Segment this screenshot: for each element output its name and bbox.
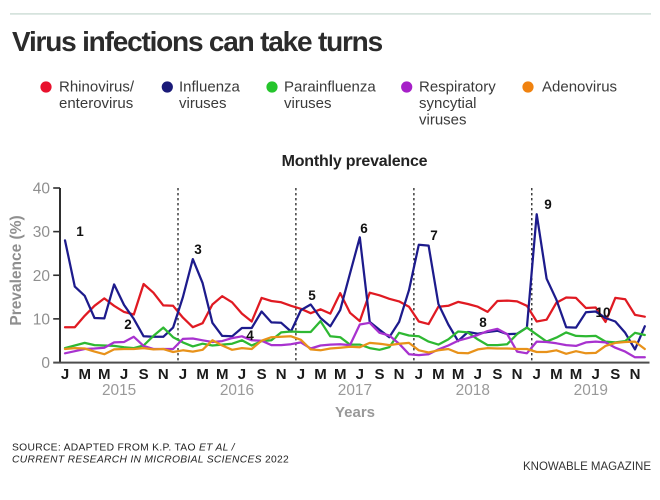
svg-text:M: M — [314, 366, 327, 383]
svg-text:S: S — [492, 366, 502, 383]
svg-text:J: J — [474, 366, 482, 383]
svg-text:2016: 2016 — [220, 382, 254, 399]
svg-text:J: J — [120, 366, 128, 383]
svg-text:SOURCE: ADAPTED FROM K.P. TAO: SOURCE: ADAPTED FROM K.P. TAO ET AL / — [12, 443, 236, 454]
svg-text:Rhinovirus/: Rhinovirus/ — [59, 79, 135, 96]
svg-text:M: M — [452, 366, 465, 383]
svg-text:M: M — [98, 366, 111, 383]
svg-text:4: 4 — [246, 328, 254, 343]
svg-text:Parainfluenza: Parainfluenza — [284, 79, 376, 96]
svg-text:30: 30 — [33, 224, 51, 241]
svg-text:S: S — [257, 366, 267, 383]
svg-text:KNOWABLE MAGAZINE: KNOWABLE MAGAZINE — [523, 461, 651, 473]
svg-text:20: 20 — [33, 268, 51, 285]
svg-text:viruses: viruses — [179, 95, 227, 112]
svg-text:N: N — [512, 366, 523, 383]
svg-text:2017: 2017 — [338, 382, 372, 399]
svg-text:J: J — [297, 366, 305, 383]
svg-text:viruses: viruses — [284, 95, 332, 112]
svg-text:J: J — [533, 366, 541, 383]
svg-text:7: 7 — [430, 228, 438, 243]
svg-text:2015: 2015 — [102, 382, 136, 399]
svg-text:M: M — [78, 366, 91, 383]
svg-text:Prevalence (%): Prevalence (%) — [8, 215, 25, 325]
svg-text:6: 6 — [360, 221, 368, 236]
svg-text:syncytial: syncytial — [419, 95, 477, 112]
svg-text:10: 10 — [595, 305, 610, 320]
svg-text:J: J — [356, 366, 364, 383]
svg-text:5: 5 — [308, 288, 316, 303]
svg-text:J: J — [238, 366, 246, 383]
svg-text:J: J — [179, 366, 187, 383]
svg-text:10: 10 — [33, 312, 51, 329]
svg-text:viruses: viruses — [419, 112, 467, 129]
svg-text:N: N — [630, 366, 641, 383]
svg-text:Virus infections can take turn: Virus infections can take turns — [12, 26, 383, 57]
svg-text:CURRENT RESEARCH IN MICROBIAL: CURRENT RESEARCH IN MICROBIAL SCIENCES 2… — [12, 455, 289, 466]
svg-text:2: 2 — [124, 317, 132, 332]
svg-text:3: 3 — [194, 242, 202, 257]
svg-text:9: 9 — [544, 197, 552, 212]
svg-text:M: M — [432, 366, 445, 383]
svg-text:S: S — [139, 366, 149, 383]
svg-text:40: 40 — [33, 181, 51, 198]
svg-text:Adenovirus: Adenovirus — [542, 79, 617, 96]
svg-text:S: S — [610, 366, 620, 383]
svg-text:M: M — [334, 366, 347, 383]
svg-text:2019: 2019 — [574, 382, 608, 399]
svg-text:S: S — [374, 366, 384, 383]
svg-text:Monthly prevalence: Monthly prevalence — [282, 153, 428, 170]
svg-text:N: N — [394, 366, 405, 383]
svg-text:N: N — [276, 366, 287, 383]
svg-text:enterovirus: enterovirus — [59, 95, 133, 112]
svg-text:J: J — [592, 366, 600, 383]
svg-text:M: M — [550, 366, 563, 383]
svg-text:1: 1 — [76, 224, 84, 239]
svg-text:8: 8 — [479, 315, 487, 330]
svg-text:J: J — [415, 366, 423, 383]
svg-text:M: M — [570, 366, 583, 383]
svg-text:0: 0 — [41, 355, 50, 372]
svg-text:M: M — [216, 366, 229, 383]
svg-text:2018: 2018 — [456, 382, 490, 399]
svg-text:M: M — [196, 366, 209, 383]
svg-text:Respiratory: Respiratory — [419, 79, 496, 96]
svg-text:N: N — [158, 366, 169, 383]
svg-text:Years: Years — [335, 404, 375, 421]
svg-text:J: J — [61, 366, 69, 383]
svg-text:Influenza: Influenza — [179, 79, 241, 96]
